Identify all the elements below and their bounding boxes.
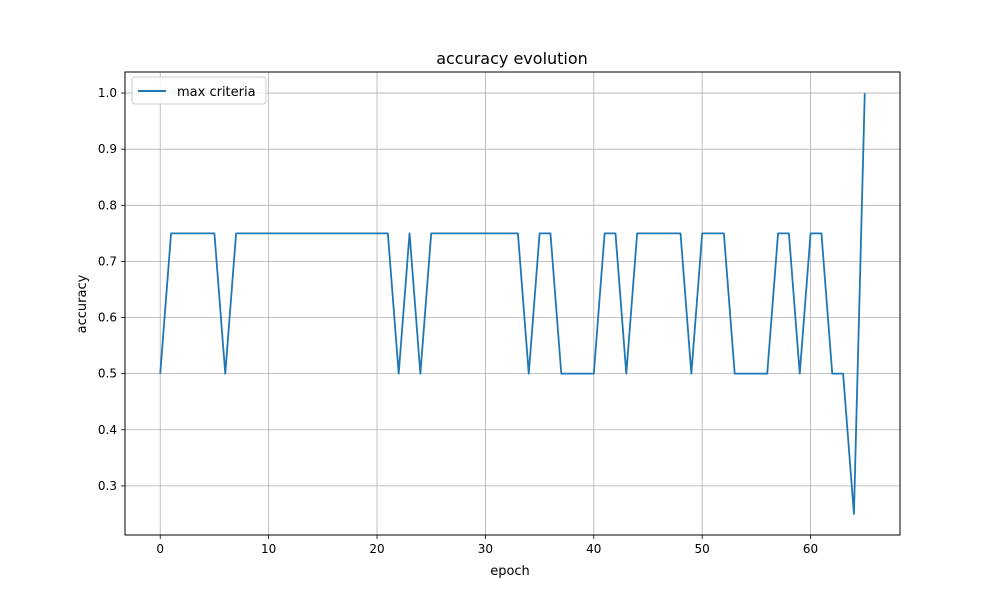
y-tick-label: 0.5 — [98, 367, 117, 381]
x-axis-label: epoch — [490, 564, 530, 579]
y-tick-label: 0.4 — [98, 423, 117, 437]
x-tick-label: 10 — [261, 542, 276, 556]
y-tick-label: 0.7 — [98, 254, 117, 268]
y-tick-label: 0.8 — [98, 198, 117, 212]
y-tick-label: 0.6 — [98, 311, 117, 325]
legend-label: max criteria — [177, 85, 256, 100]
y-axis-label: accuracy — [75, 274, 90, 333]
y-tick-label: 0.3 — [98, 479, 117, 493]
x-tick-label: 40 — [586, 542, 601, 556]
x-tick-label: 50 — [695, 542, 710, 556]
y-tick-label: 0.9 — [98, 142, 117, 156]
y-tick-label: 1.0 — [98, 86, 117, 100]
legend: max criteria — [132, 77, 266, 104]
x-tick-label: 20 — [369, 542, 384, 556]
x-tick-label: 0 — [156, 542, 164, 556]
chart-title: accuracy evolution — [436, 49, 588, 68]
x-tick-label: 60 — [803, 542, 818, 556]
x-tick-label: 30 — [478, 542, 493, 556]
